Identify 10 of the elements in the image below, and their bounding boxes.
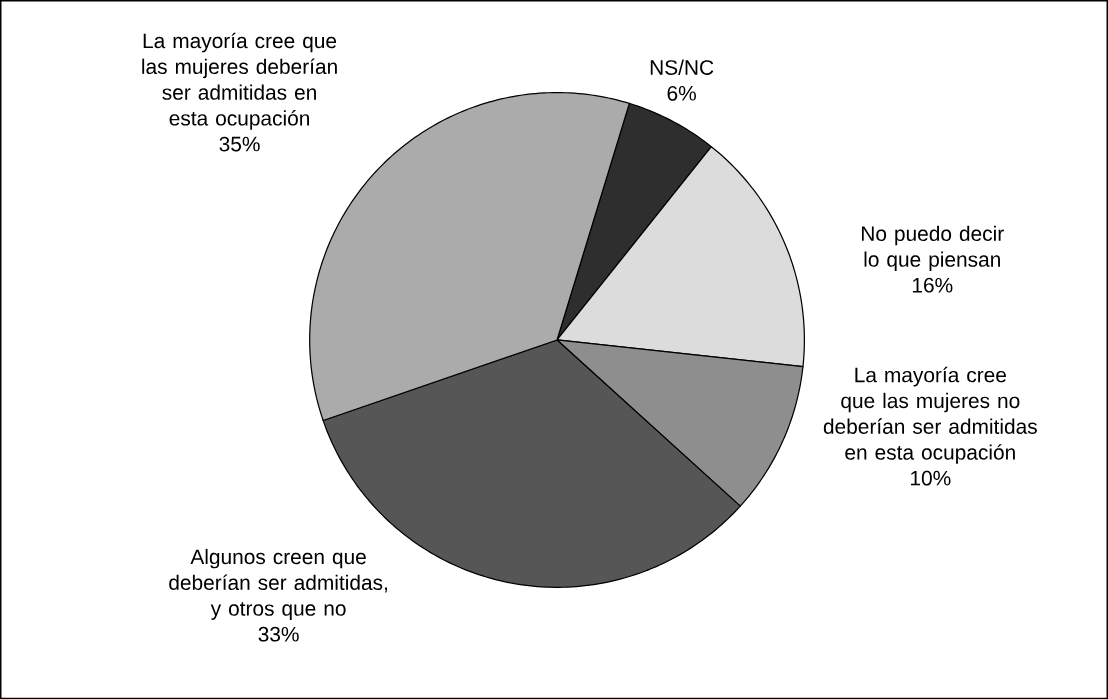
slice-label: Algunos creen que deberían ser admitidas, y otros que no — [169, 548, 387, 620]
data-label: 33% — [258, 626, 299, 642]
slice-label: NS/NC — [650, 59, 714, 75]
data-label: 10% — [911, 470, 951, 486]
slice-label: La mayoría cree que las mujeres deberían ser admitidas en esta ocupación — [142, 32, 337, 130]
slice-label: La mayoría cree que las mujeres no deberían ser admitidas en esta ocupación — [823, 366, 1037, 464]
data-label: 6% — [667, 85, 696, 101]
data-label: 16% — [912, 277, 953, 293]
data-label: 35% — [219, 136, 260, 152]
slice-label: No puedo decir lo que piensan — [861, 225, 1004, 271]
